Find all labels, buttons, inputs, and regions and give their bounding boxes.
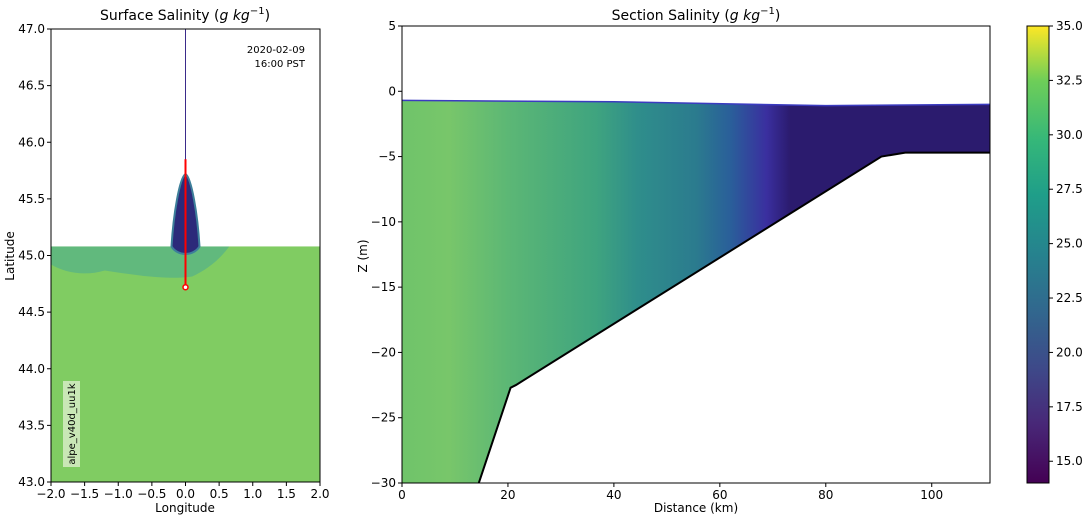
colorbar-tick-label: 25.0: [1056, 237, 1083, 251]
colorbar-tick-label: 17.5: [1056, 400, 1083, 414]
section-salinity-field: [402, 100, 990, 483]
surface-salinity-panel: −2.0 −1.5 −1.0 −0.5 0.0 0.5 1.0 1.5 2.0 43.0 43.5…: [3, 6, 330, 515]
time-annotation: 16:00 PST: [255, 59, 306, 70]
colorbar: 15.0 17.5 20.0 22.5 25.0 27.5 30.0 32.5 35.0: [1026, 19, 1083, 484]
right-xtick-label: 20: [500, 488, 515, 502]
right-xtick-label: 80: [818, 488, 833, 502]
colorbar-frame: [1026, 25, 1050, 484]
right-x-ticks: 0 20 40 60 80 100: [398, 483, 943, 502]
right-xtick-label: 60: [712, 488, 727, 502]
colorbar-tick-label: 20.0: [1056, 345, 1083, 359]
left-xtick-label: 1.0: [243, 487, 262, 501]
left-ytick-label: 43.0: [18, 475, 45, 489]
right-axes-frame: [401, 25, 991, 484]
run-label-box: [63, 381, 80, 467]
right-ytick-label: −20: [371, 345, 396, 359]
left-ytick-label: 43.5: [18, 418, 45, 432]
right-xtick-label: 0: [398, 488, 406, 502]
right-ytick-label: −30: [371, 476, 396, 490]
colorbar-gradient: [1027, 26, 1049, 483]
colorbar-ticks: 15.0 17.5 20.0 22.5 25.0 27.5 30.0 32.5 35.0: [1049, 19, 1083, 468]
left-ytick-label: 47.0: [18, 22, 45, 36]
right-ytick-label: −5: [378, 150, 396, 164]
left-xtick-label: −1.5: [70, 487, 99, 501]
section-start-marker: [182, 283, 189, 291]
left-ytick-label: 44.0: [18, 362, 45, 376]
bathymetry-line: [477, 151, 990, 483]
colorbar-tick-label: 35.0: [1056, 19, 1083, 33]
left-y-ticks: 43.0 43.5 44.0 44.5 45.0 45.5 46.0 46.5 47.0: [18, 22, 51, 489]
right-ytick-label: 5: [388, 19, 396, 33]
right-title: Section Salinity (g kg−1): [612, 6, 781, 24]
colorbar-tick-label: 30.0: [1056, 128, 1083, 142]
right-ytick-label: −10: [371, 215, 396, 229]
colorbar-tick-label: 15.0: [1056, 454, 1083, 468]
date-annotation: 2020-02-09: [247, 45, 305, 56]
colorbar-tick-label: 22.5: [1056, 291, 1083, 305]
right-xtick-label: 100: [920, 488, 943, 502]
left-title: Surface Salinity (g kg−1): [100, 6, 270, 24]
left-xtick-label: 0.0: [176, 487, 195, 501]
left-ytick-label: 45.0: [18, 249, 45, 263]
left-ytick-label: 46.0: [18, 135, 45, 149]
left-xtick-label: −0.5: [137, 487, 166, 501]
right-y-ticks: 5 0 −5 −10 −15 −20 −25 −30: [371, 19, 402, 490]
colorbar-tick-label: 32.5: [1056, 73, 1083, 87]
left-ytick-label: 46.5: [18, 79, 45, 93]
left-xtick-label: 0.5: [210, 487, 229, 501]
left-x-ticks: −2.0 −1.5 −1.0 −0.5 0.0 0.5 1.0 1.5 2.0: [36, 482, 330, 501]
free-surface-line: [402, 99, 990, 107]
run-label: alpe_v40d_uu1k: [67, 383, 78, 464]
right-xlabel: Distance (km): [654, 501, 738, 515]
left-xtick-label: 1.5: [277, 487, 296, 501]
left-xtick-label: −2.0: [36, 487, 65, 501]
right-ytick-label: −25: [371, 411, 396, 425]
right-ytick-label: −15: [371, 280, 396, 294]
left-xlabel: Longitude: [155, 501, 215, 515]
right-ytick-label: 0: [388, 84, 396, 98]
left-ytick-label: 45.5: [18, 192, 45, 206]
section-salinity-panel: 0 20 40 60 80 100 5 0 −5 −10 −15 −20 −25 −30 Section…: [356, 6, 991, 515]
left-xtick-label: −1.0: [104, 487, 133, 501]
right-xtick-label: 40: [606, 488, 621, 502]
colorbar-tick-label: 27.5: [1056, 182, 1083, 196]
right-ylabel: Z (m): [356, 239, 370, 272]
river-plume-edge: [170, 172, 201, 255]
left-ylabel: Latitude: [3, 231, 17, 280]
left-xtick-label: 2.0: [310, 487, 329, 501]
left-ytick-label: 44.5: [18, 305, 45, 319]
